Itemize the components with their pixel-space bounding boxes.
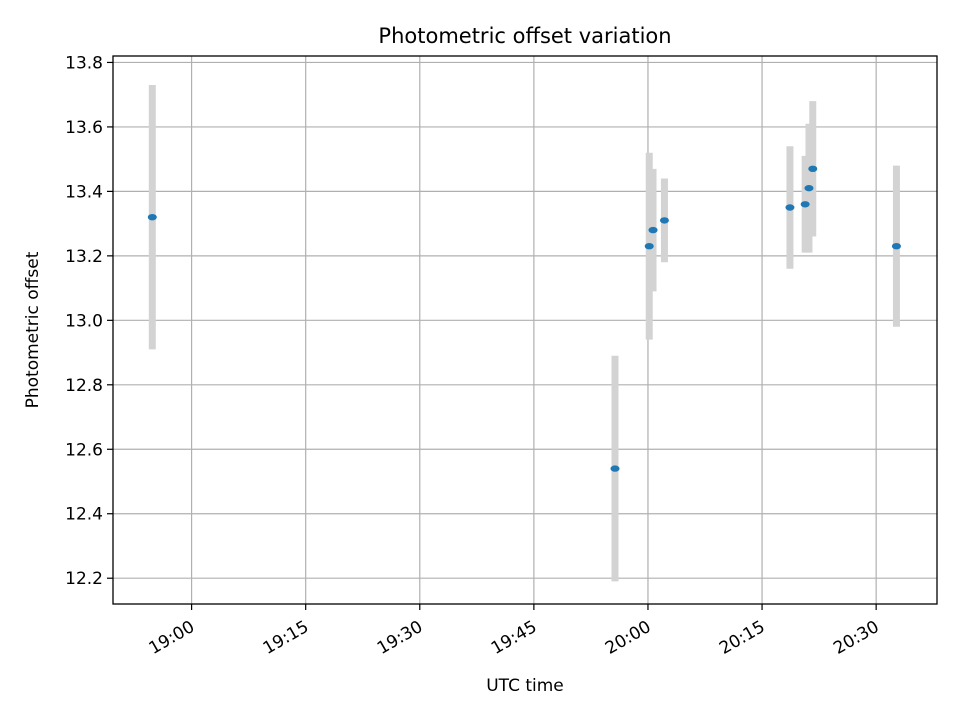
data-point bbox=[147, 213, 157, 221]
y-axis-ticks: 12.2 12.4 12.6 12.8 13.0 13.2 13.4 13.6 13.8 bbox=[65, 53, 113, 589]
data-point bbox=[610, 465, 620, 472]
chart-title: Photometric offset variation bbox=[378, 24, 671, 48]
y-tick-label: 13.6 bbox=[65, 118, 103, 138]
data-point bbox=[804, 184, 814, 192]
plot-frame bbox=[112, 55, 938, 605]
grid bbox=[113, 56, 937, 604]
y-tick-label: 12.2 bbox=[65, 569, 103, 589]
data-points bbox=[147, 165, 901, 472]
y-tick-label: 13.4 bbox=[65, 182, 103, 202]
y-tick-label: 12.6 bbox=[65, 440, 103, 460]
y-tick-label: 13.0 bbox=[65, 311, 103, 331]
x-axis-label: UTC time bbox=[486, 676, 564, 696]
data-point bbox=[648, 226, 658, 234]
data-point bbox=[785, 204, 795, 211]
data-point bbox=[808, 165, 818, 173]
data-point bbox=[800, 201, 810, 208]
y-tick-label: 12.8 bbox=[65, 376, 103, 396]
data-point bbox=[891, 242, 901, 250]
y-axis-label: Photometric offset bbox=[23, 251, 43, 408]
data-point bbox=[644, 242, 654, 250]
data-point bbox=[659, 217, 669, 224]
y-tick-label: 13.8 bbox=[65, 53, 103, 73]
y-tick-label: 12.4 bbox=[65, 505, 103, 525]
y-tick-label: 13.2 bbox=[65, 247, 103, 267]
